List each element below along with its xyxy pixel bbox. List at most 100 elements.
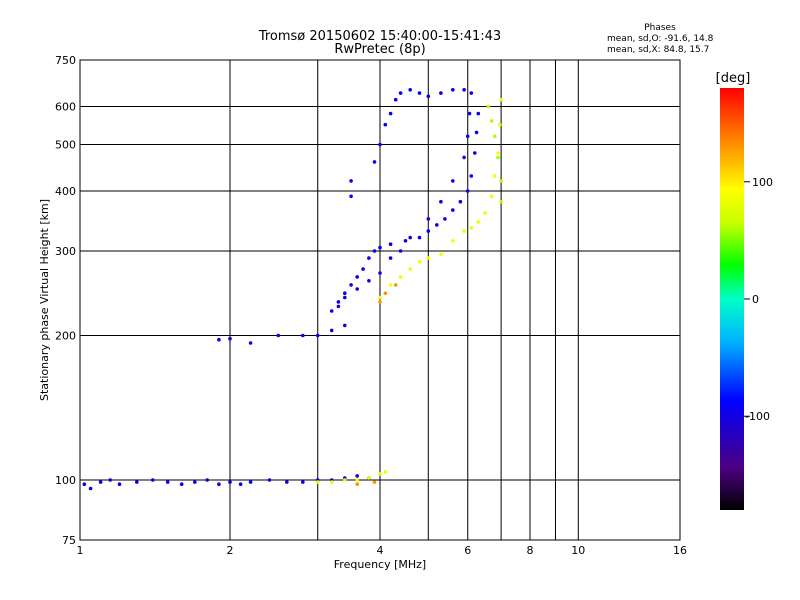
data-point bbox=[117, 482, 122, 487]
data-point bbox=[473, 151, 477, 155]
data-point bbox=[388, 283, 393, 287]
data-point bbox=[329, 328, 334, 333]
data-point bbox=[336, 304, 341, 309]
data-point bbox=[388, 256, 393, 260]
data-point bbox=[398, 249, 403, 253]
data-point bbox=[267, 478, 272, 482]
x-tick-label: 2 bbox=[227, 544, 234, 557]
data-point bbox=[378, 245, 382, 250]
x-tick-label: 10 bbox=[571, 544, 585, 557]
data-point bbox=[476, 111, 481, 116]
data-point bbox=[336, 300, 341, 304]
data-point bbox=[451, 208, 455, 212]
data-point bbox=[383, 122, 388, 127]
data-point bbox=[378, 271, 382, 275]
x-tick-label: 6 bbox=[464, 544, 471, 557]
data-point bbox=[355, 482, 360, 487]
data-point bbox=[301, 480, 305, 484]
y-tick-label: 500 bbox=[55, 139, 76, 152]
phases-mean-x: mean, sd,X: 84.8, 15.7 bbox=[607, 45, 709, 55]
y-tick-label: 400 bbox=[55, 185, 76, 198]
data-point bbox=[276, 333, 281, 338]
data-point bbox=[493, 134, 497, 139]
data-point bbox=[462, 88, 466, 92]
data-point bbox=[393, 283, 398, 287]
data-point bbox=[372, 160, 377, 164]
colorbar-tick-label: 0 bbox=[752, 293, 759, 306]
data-point bbox=[165, 480, 170, 484]
data-point bbox=[315, 480, 320, 484]
data-point bbox=[499, 97, 503, 102]
data-point bbox=[135, 480, 139, 484]
data-point bbox=[426, 217, 431, 221]
data-point bbox=[493, 174, 497, 178]
colorbar-tick-label: 100 bbox=[752, 176, 773, 189]
data-point bbox=[238, 482, 243, 487]
data-point bbox=[408, 235, 413, 240]
chart-title: Tromsø 20150602 15:40:00-15:41:43 bbox=[258, 29, 501, 44]
chart-subtitle: RwPretec (8p) bbox=[334, 42, 425, 57]
data-point bbox=[426, 229, 431, 233]
data-point bbox=[367, 476, 371, 480]
data-point bbox=[82, 482, 87, 487]
data-point bbox=[467, 111, 472, 116]
data-point bbox=[417, 259, 422, 264]
data-point bbox=[469, 91, 474, 95]
data-point bbox=[98, 480, 103, 484]
data-point bbox=[435, 223, 439, 227]
y-tick-label: 100 bbox=[55, 474, 76, 487]
data-point bbox=[355, 275, 360, 279]
data-point bbox=[489, 119, 494, 123]
data-point bbox=[465, 189, 470, 193]
data-point bbox=[486, 104, 491, 109]
data-point bbox=[343, 295, 347, 300]
data-point bbox=[388, 111, 393, 116]
data-point bbox=[343, 478, 347, 482]
data-point bbox=[378, 300, 382, 304]
data-point bbox=[285, 480, 289, 484]
data-point bbox=[88, 486, 93, 491]
data-point bbox=[349, 179, 353, 183]
data-point bbox=[355, 478, 360, 482]
y-tick-label: 75 bbox=[62, 534, 76, 547]
data-point bbox=[499, 179, 503, 183]
data-point bbox=[451, 88, 455, 92]
data-point bbox=[462, 155, 466, 160]
data-point bbox=[476, 220, 481, 224]
data-point bbox=[179, 482, 184, 487]
x-tick-label: 8 bbox=[527, 544, 534, 557]
data-point bbox=[426, 256, 431, 260]
data-point bbox=[367, 279, 371, 283]
y-tick-label: 600 bbox=[55, 101, 76, 114]
data-point bbox=[398, 275, 403, 279]
data-point bbox=[383, 470, 388, 474]
data-point bbox=[393, 97, 398, 102]
data-point bbox=[378, 472, 382, 476]
y-tick-labels: 75 100 200 300 400 500 600 750 bbox=[55, 54, 76, 547]
data-point bbox=[462, 229, 466, 233]
data-point bbox=[378, 142, 382, 147]
data-point bbox=[329, 480, 334, 484]
y-axis-label: Stationary phase Virtual Height [km] bbox=[38, 199, 51, 401]
data-point bbox=[417, 91, 422, 95]
data-point bbox=[451, 239, 455, 243]
phases-mean-o: mean, sd,O: -91.6, 14.8 bbox=[607, 34, 714, 44]
data-point bbox=[355, 287, 360, 291]
data-point bbox=[439, 252, 443, 257]
data-point bbox=[499, 199, 503, 204]
x-tick-labels: 1 2 4 6 8 10 16 bbox=[77, 544, 688, 557]
data-point bbox=[349, 283, 353, 287]
data-point bbox=[315, 333, 320, 338]
data-point bbox=[217, 337, 221, 342]
data-point bbox=[443, 217, 447, 221]
data-point bbox=[301, 333, 305, 338]
data-point bbox=[483, 211, 487, 215]
data-point bbox=[469, 226, 474, 230]
x-tick-label: 4 bbox=[377, 544, 384, 557]
colorbar-tick-label: -100 bbox=[745, 410, 770, 423]
data-point bbox=[349, 194, 353, 199]
data-point bbox=[489, 194, 494, 199]
data-point bbox=[193, 480, 197, 484]
data-point bbox=[367, 256, 371, 260]
